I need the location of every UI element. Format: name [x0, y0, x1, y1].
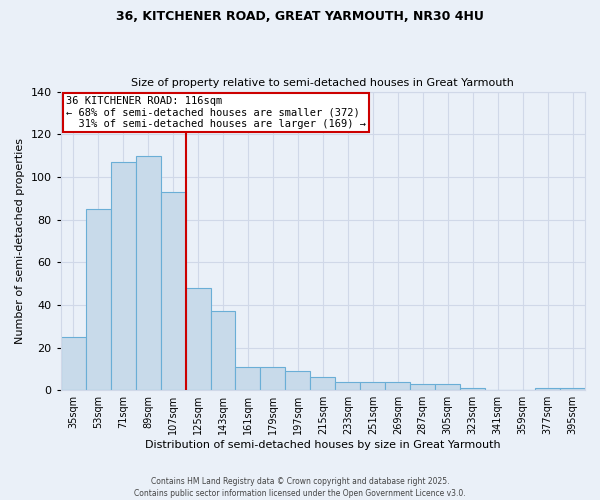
Text: 36, KITCHENER ROAD, GREAT YARMOUTH, NR30 4HU: 36, KITCHENER ROAD, GREAT YARMOUTH, NR30… [116, 10, 484, 23]
Text: Contains HM Land Registry data © Crown copyright and database right 2025.
Contai: Contains HM Land Registry data © Crown c… [134, 476, 466, 498]
X-axis label: Distribution of semi-detached houses by size in Great Yarmouth: Distribution of semi-detached houses by … [145, 440, 500, 450]
Text: 36 KITCHENER ROAD: 116sqm
← 68% of semi-detached houses are smaller (372)
  31% : 36 KITCHENER ROAD: 116sqm ← 68% of semi-… [66, 96, 366, 129]
Bar [161, 192, 185, 390]
Bar [61, 337, 86, 390]
Bar [185, 288, 211, 390]
Bar [86, 209, 110, 390]
Bar [385, 382, 410, 390]
Bar [410, 384, 435, 390]
Bar [361, 382, 385, 390]
Bar [286, 371, 310, 390]
Y-axis label: Number of semi-detached properties: Number of semi-detached properties [15, 138, 25, 344]
Bar [335, 382, 361, 390]
Bar [260, 366, 286, 390]
Bar [560, 388, 585, 390]
Bar [435, 384, 460, 390]
Bar [535, 388, 560, 390]
Bar [136, 156, 161, 390]
Title: Size of property relative to semi-detached houses in Great Yarmouth: Size of property relative to semi-detach… [131, 78, 514, 88]
Bar [211, 312, 235, 390]
Bar [235, 366, 260, 390]
Bar [310, 378, 335, 390]
Bar [460, 388, 485, 390]
Bar [110, 162, 136, 390]
